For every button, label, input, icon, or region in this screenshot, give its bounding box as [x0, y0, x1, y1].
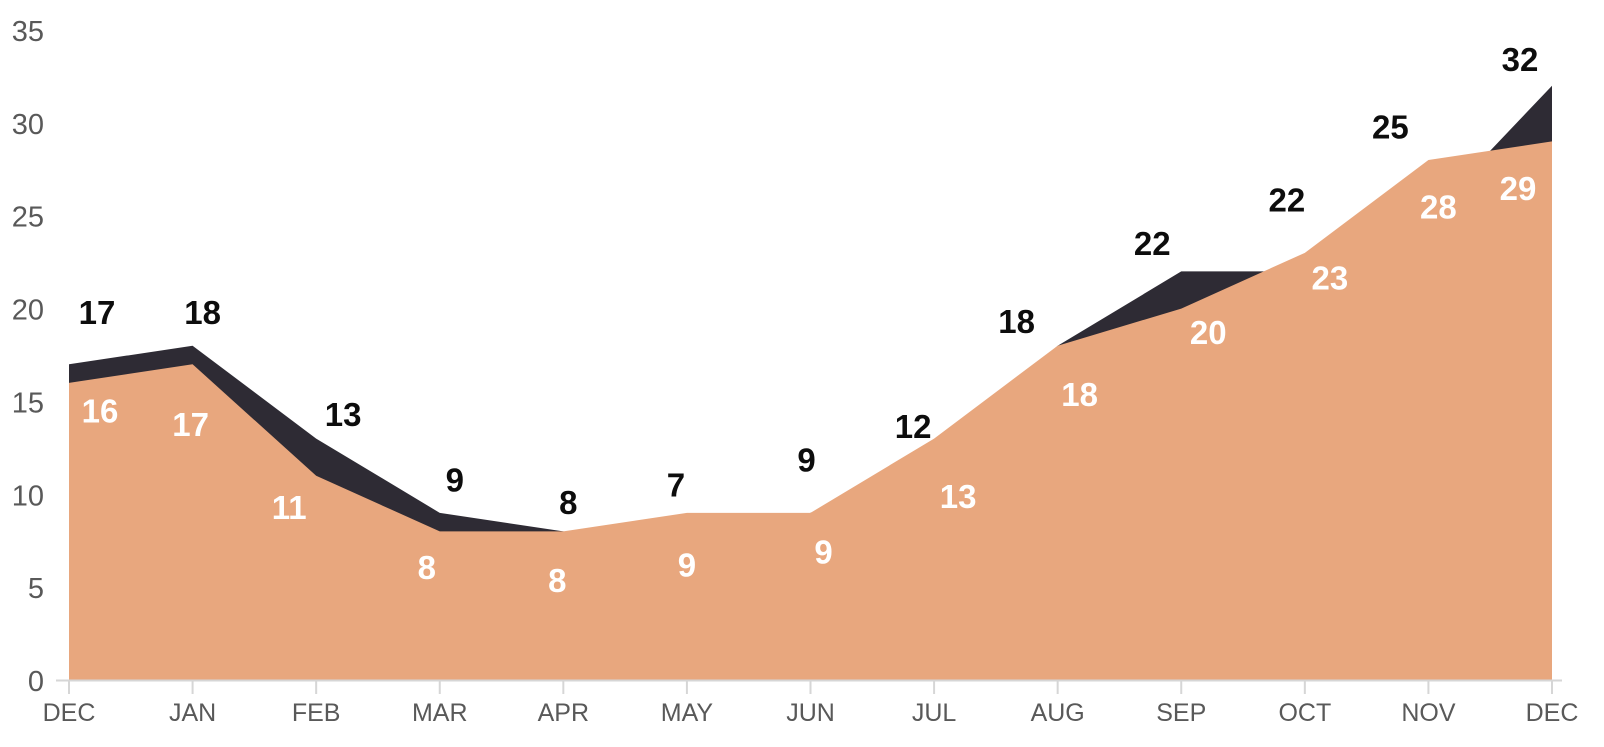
y-axis-label-10: 10: [12, 480, 44, 512]
x-axis-label-10: OCT: [1278, 699, 1331, 727]
area-series-peach: [69, 141, 1552, 680]
y-axis-label-5: 5: [28, 573, 44, 605]
data-label-peach-5: 9: [678, 546, 696, 583]
data-label-dark-9: 22: [1134, 225, 1171, 262]
data-label-dark-12: 32: [1502, 41, 1539, 78]
y-axis-label-35: 35: [12, 16, 44, 48]
y-axis-label-15: 15: [12, 387, 44, 419]
data-label-dark-3: 9: [446, 461, 464, 498]
data-label-dark-1: 18: [184, 294, 221, 331]
y-axis-label-0: 0: [28, 666, 44, 698]
data-label-dark-7: 12: [895, 408, 932, 445]
data-label-peach-1: 17: [172, 406, 209, 443]
y-axis-label-25: 25: [12, 202, 44, 234]
data-label-peach-2: 11: [272, 489, 307, 526]
data-label-dark-4: 8: [559, 484, 577, 521]
x-axis-label-4: APR: [538, 699, 589, 727]
data-label-dark-0: 17: [79, 294, 116, 331]
data-label-peach-3: 8: [418, 549, 436, 586]
data-label-peach-0: 16: [82, 392, 119, 429]
x-axis-label-7: JUL: [912, 699, 957, 727]
data-label-peach-4: 8: [548, 562, 566, 599]
data-label-peach-6: 9: [814, 533, 832, 570]
x-axis-label-8: AUG: [1031, 699, 1085, 727]
data-label-dark-8: 18: [998, 303, 1035, 340]
data-label-peach-12: 29: [1500, 170, 1537, 207]
y-axis-label-30: 30: [12, 109, 44, 141]
data-label-dark-2: 13: [325, 396, 362, 433]
data-label-peach-11: 28: [1420, 189, 1457, 226]
x-axis-label-2: FEB: [292, 699, 341, 727]
data-label-peach-10: 23: [1311, 259, 1348, 296]
data-label-peach-8: 18: [1061, 376, 1098, 413]
x-axis-label-3: MAR: [412, 699, 468, 727]
x-axis-label-6: JUN: [786, 699, 835, 727]
data-label-dark-5: 7: [667, 466, 685, 503]
x-axis-label-11: NOV: [1401, 699, 1456, 727]
x-axis-label-0: DEC: [43, 699, 96, 727]
x-axis-label-9: SEP: [1156, 699, 1206, 727]
y-axis-label-20: 20: [12, 295, 44, 327]
data-label-dark-10: 22: [1268, 181, 1305, 218]
data-label-dark-6: 9: [797, 441, 815, 478]
data-label-peach-7: 13: [940, 478, 977, 515]
data-label-dark-11: 25: [1372, 109, 1409, 146]
x-axis-label-12: DEC: [1526, 699, 1579, 727]
x-axis-label-5: MAY: [661, 699, 714, 727]
data-label-peach-9: 20: [1190, 314, 1227, 351]
x-axis-label-1: JAN: [169, 699, 216, 727]
